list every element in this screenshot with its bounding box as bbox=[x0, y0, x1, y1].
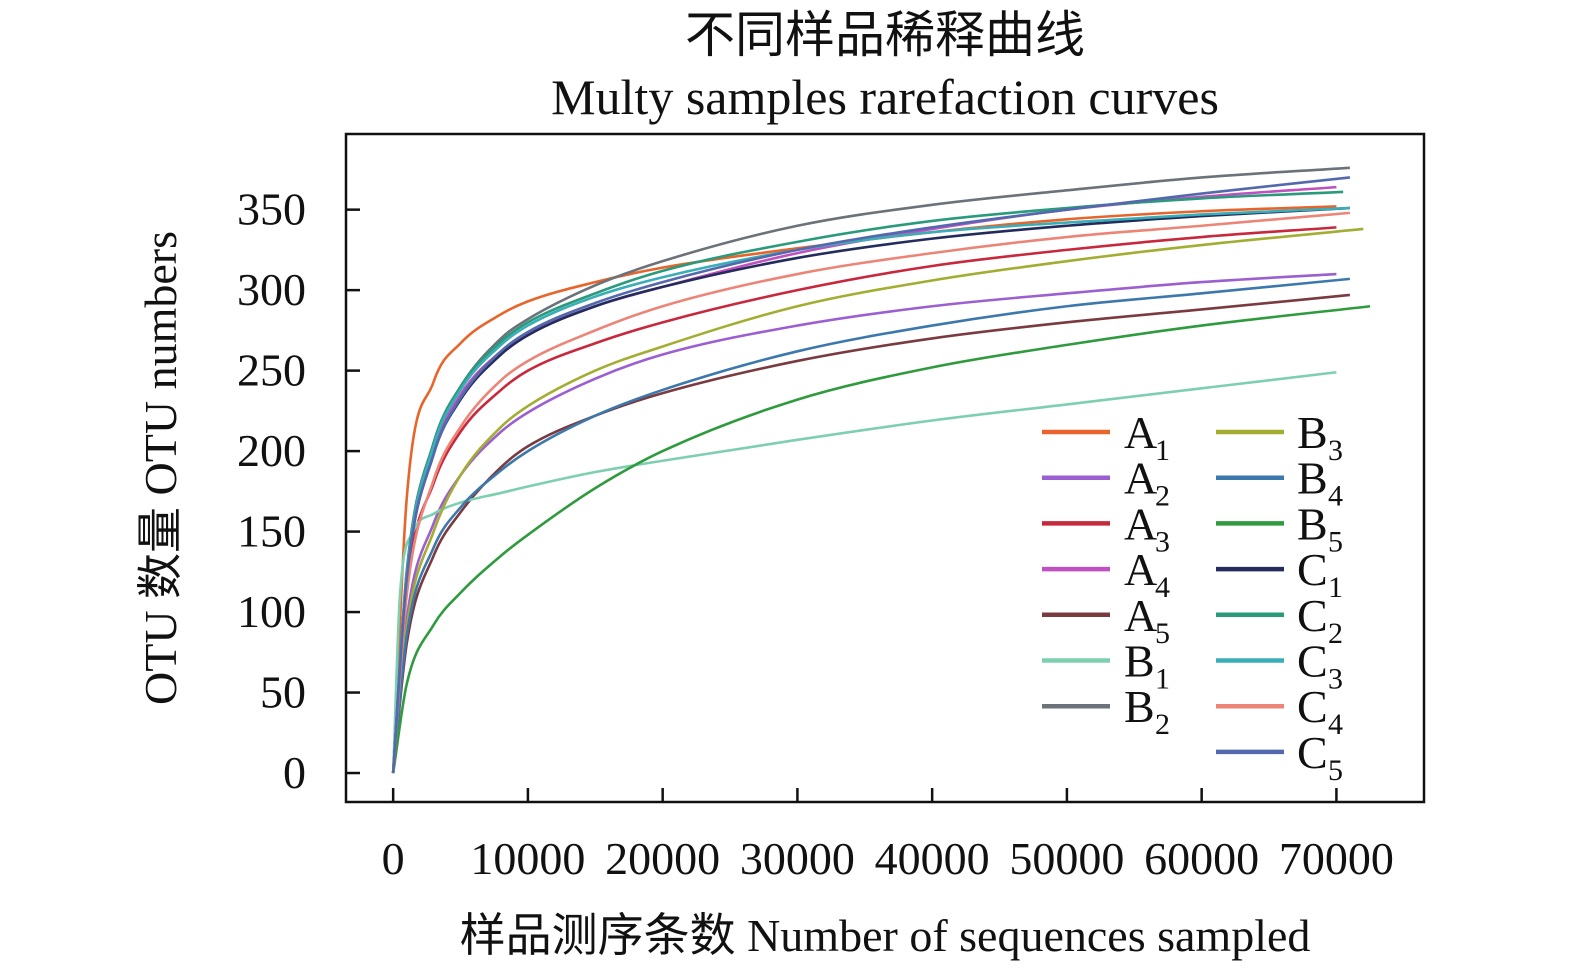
series-line-b1 bbox=[391, 370, 1337, 774]
x-tick-label: 60000 bbox=[1144, 833, 1259, 884]
series-line-c4 bbox=[391, 211, 1351, 774]
legend-label: B bbox=[1297, 453, 1328, 504]
series-lines bbox=[391, 166, 1371, 774]
legend-label: B bbox=[1297, 498, 1328, 549]
x-axis: 0 10000 20000 30000 40000 50000 60000 70000 bbox=[382, 788, 1394, 884]
legend-label-subscript: 4 bbox=[1155, 571, 1170, 604]
series-line-b2 bbox=[391, 166, 1350, 774]
x-tick-label: 30000 bbox=[740, 833, 855, 884]
legend-label: C bbox=[1297, 636, 1328, 687]
legend-label: A bbox=[1124, 407, 1157, 458]
legend-label: A bbox=[1124, 498, 1157, 549]
legend-label-subscript: 4 bbox=[1328, 708, 1343, 741]
legend-label: C bbox=[1297, 544, 1328, 595]
y-axis: 0 50 100 150 200 250 300 350 bbox=[237, 184, 360, 798]
y-tick-label: 200 bbox=[237, 425, 306, 476]
series-line-a4 bbox=[391, 185, 1337, 774]
legend-label-subscript: 4 bbox=[1328, 480, 1343, 513]
legend-label-subscript: 2 bbox=[1328, 617, 1343, 650]
x-axis-label: 样品测序条数 Number of sequences sampled bbox=[460, 910, 1311, 961]
legend-label: A bbox=[1124, 590, 1157, 641]
x-tick-label: 70000 bbox=[1279, 833, 1394, 884]
legend-label: B bbox=[1124, 681, 1155, 732]
series-line-c5 bbox=[391, 176, 1351, 774]
x-tick-label: 40000 bbox=[875, 833, 990, 884]
legend-label-subscript: 1 bbox=[1155, 434, 1170, 467]
legend-label: A bbox=[1124, 453, 1157, 504]
series-line-b4 bbox=[391, 277, 1351, 774]
x-tick-label: 0 bbox=[382, 833, 405, 884]
legend-label: C bbox=[1297, 681, 1328, 732]
legend-label-subscript: 3 bbox=[1155, 525, 1170, 558]
y-tick-label: 150 bbox=[237, 506, 306, 557]
legend-item-a4: A4 bbox=[1042, 544, 1170, 604]
series-line-c3 bbox=[391, 206, 1350, 774]
x-tick-label: 10000 bbox=[470, 833, 585, 884]
y-axis-label: OTU 数量 OTU numbers bbox=[135, 231, 186, 705]
y-tick-label: 50 bbox=[260, 667, 306, 718]
series-line-c2 bbox=[391, 190, 1344, 774]
legend-label: C bbox=[1297, 590, 1328, 641]
series-line-a2 bbox=[391, 272, 1337, 774]
series-line-b5 bbox=[391, 304, 1371, 774]
legend-label-subscript: 3 bbox=[1328, 663, 1343, 696]
x-tick-label: 20000 bbox=[605, 833, 720, 884]
legend-label-subscript: 3 bbox=[1328, 434, 1343, 467]
legend-label: B bbox=[1124, 636, 1155, 687]
legend-label-subscript: 2 bbox=[1155, 480, 1170, 513]
legend-label-subscript: 5 bbox=[1155, 617, 1170, 650]
series-line-b3 bbox=[391, 227, 1364, 774]
x-tick-label: 50000 bbox=[1009, 833, 1124, 884]
legend-label-subscript: 5 bbox=[1328, 754, 1343, 787]
legend-label-subscript: 1 bbox=[1155, 663, 1170, 696]
legend-label-subscript: 2 bbox=[1155, 708, 1170, 741]
legend-label-subscript: 5 bbox=[1328, 525, 1343, 558]
legend-item-a3: A3 bbox=[1042, 498, 1170, 558]
y-tick-label: 250 bbox=[237, 345, 306, 396]
legend-label: A bbox=[1124, 544, 1157, 595]
legend-label: B bbox=[1297, 407, 1328, 458]
y-tick-label: 0 bbox=[283, 747, 306, 798]
series-line-a5 bbox=[391, 293, 1351, 774]
plot-frame bbox=[344, 132, 1426, 804]
y-tick-label: 100 bbox=[237, 586, 306, 637]
chart-title: 不同样品稀释曲线 bbox=[685, 7, 1085, 63]
chart-subtitle: Multy samples rarefaction curves bbox=[551, 69, 1219, 125]
legend-item-a1: A1 bbox=[1042, 407, 1170, 467]
legend-label-subscript: 1 bbox=[1328, 571, 1343, 604]
legend-item-a5: A5 bbox=[1042, 590, 1170, 650]
legend-item-a2: A2 bbox=[1042, 453, 1170, 513]
legend-label: C bbox=[1297, 727, 1328, 778]
y-tick-label: 350 bbox=[237, 184, 306, 235]
y-tick-label: 300 bbox=[237, 264, 306, 315]
